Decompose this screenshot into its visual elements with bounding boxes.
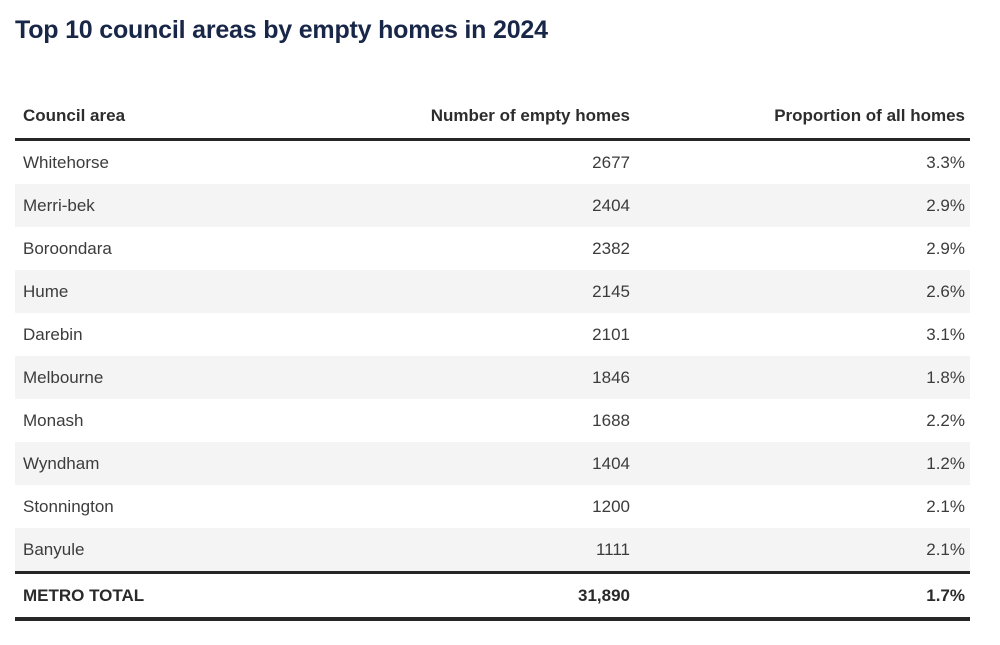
total-label-cell: METRO TOTAL: [15, 571, 325, 621]
table-row: Melbourne 1846 1.8%: [15, 356, 970, 399]
table-row: Darebin 2101 3.1%: [15, 313, 970, 356]
table-row: Stonnington 1200 2.1%: [15, 485, 970, 528]
proportion-cell: 1.8%: [926, 368, 965, 387]
proportion-cell: 2.2%: [926, 411, 965, 430]
table-row: Wyndham 1404 1.2%: [15, 442, 970, 485]
page-title: Top 10 council areas by empty homes in 2…: [15, 16, 548, 44]
table-total-row: METRO TOTAL 31,890 1.7%: [15, 571, 970, 621]
empty-homes-cell: 1200: [592, 497, 630, 516]
total-proportion-cell: 1.7%: [630, 571, 970, 621]
empty-homes-cell: 2677: [592, 153, 630, 172]
council-area-cell: Hume: [23, 282, 69, 301]
table-row: Banyule 1111 2.1%: [15, 528, 970, 573]
council-area-cell: Melbourne: [23, 368, 104, 387]
table-row: Hume 2145 2.6%: [15, 270, 970, 313]
empty-homes-cell: 1111: [595, 540, 630, 559]
council-area-cell: Darebin: [23, 325, 83, 344]
council-area-cell: Wyndham: [23, 454, 100, 473]
total-empty-homes-cell: 31,890: [325, 571, 630, 621]
proportion-cell: 3.1%: [926, 325, 965, 344]
empty-homes-cell: 1404: [592, 454, 630, 473]
empty-homes-cell: 1688: [592, 411, 630, 430]
table-header-row: Council area Number of empty homes Propo…: [15, 93, 970, 141]
council-area-cell: Stonnington: [23, 497, 114, 516]
proportion-cell: 1.2%: [926, 454, 965, 473]
column-header-council-area: Council area: [15, 93, 325, 141]
empty-homes-cell: 1846: [592, 368, 630, 387]
column-header-proportion: Proportion of all homes: [630, 93, 970, 141]
council-area-cell: Boroondara: [23, 239, 112, 258]
table-row: Boroondara 2382 2.9%: [15, 227, 970, 270]
proportion-cell: 2.9%: [926, 239, 965, 258]
council-area-cell: Merri-bek: [23, 196, 95, 215]
proportion-cell: 2.6%: [926, 282, 965, 301]
table-row: Merri-bek 2404 2.9%: [15, 184, 970, 227]
table-row: Monash 1688 2.2%: [15, 399, 970, 442]
column-header-empty-homes: Number of empty homes: [325, 93, 630, 141]
council-area-cell: Banyule: [23, 540, 85, 559]
table-row: Whitehorse 2677 3.3%: [15, 140, 970, 185]
proportion-cell: 2.1%: [926, 540, 965, 559]
proportion-cell: 3.3%: [926, 153, 965, 172]
council-area-cell: Monash: [23, 411, 84, 430]
empty-homes-cell: 2404: [592, 196, 630, 215]
empty-homes-cell: 2145: [592, 282, 630, 301]
empty-homes-cell: 2101: [592, 325, 630, 344]
proportion-cell: 2.9%: [926, 196, 965, 215]
council-area-cell: Whitehorse: [23, 153, 109, 172]
empty-homes-table: Council area Number of empty homes Propo…: [15, 93, 970, 621]
empty-homes-cell: 2382: [592, 239, 630, 258]
proportion-cell: 2.1%: [926, 497, 965, 516]
